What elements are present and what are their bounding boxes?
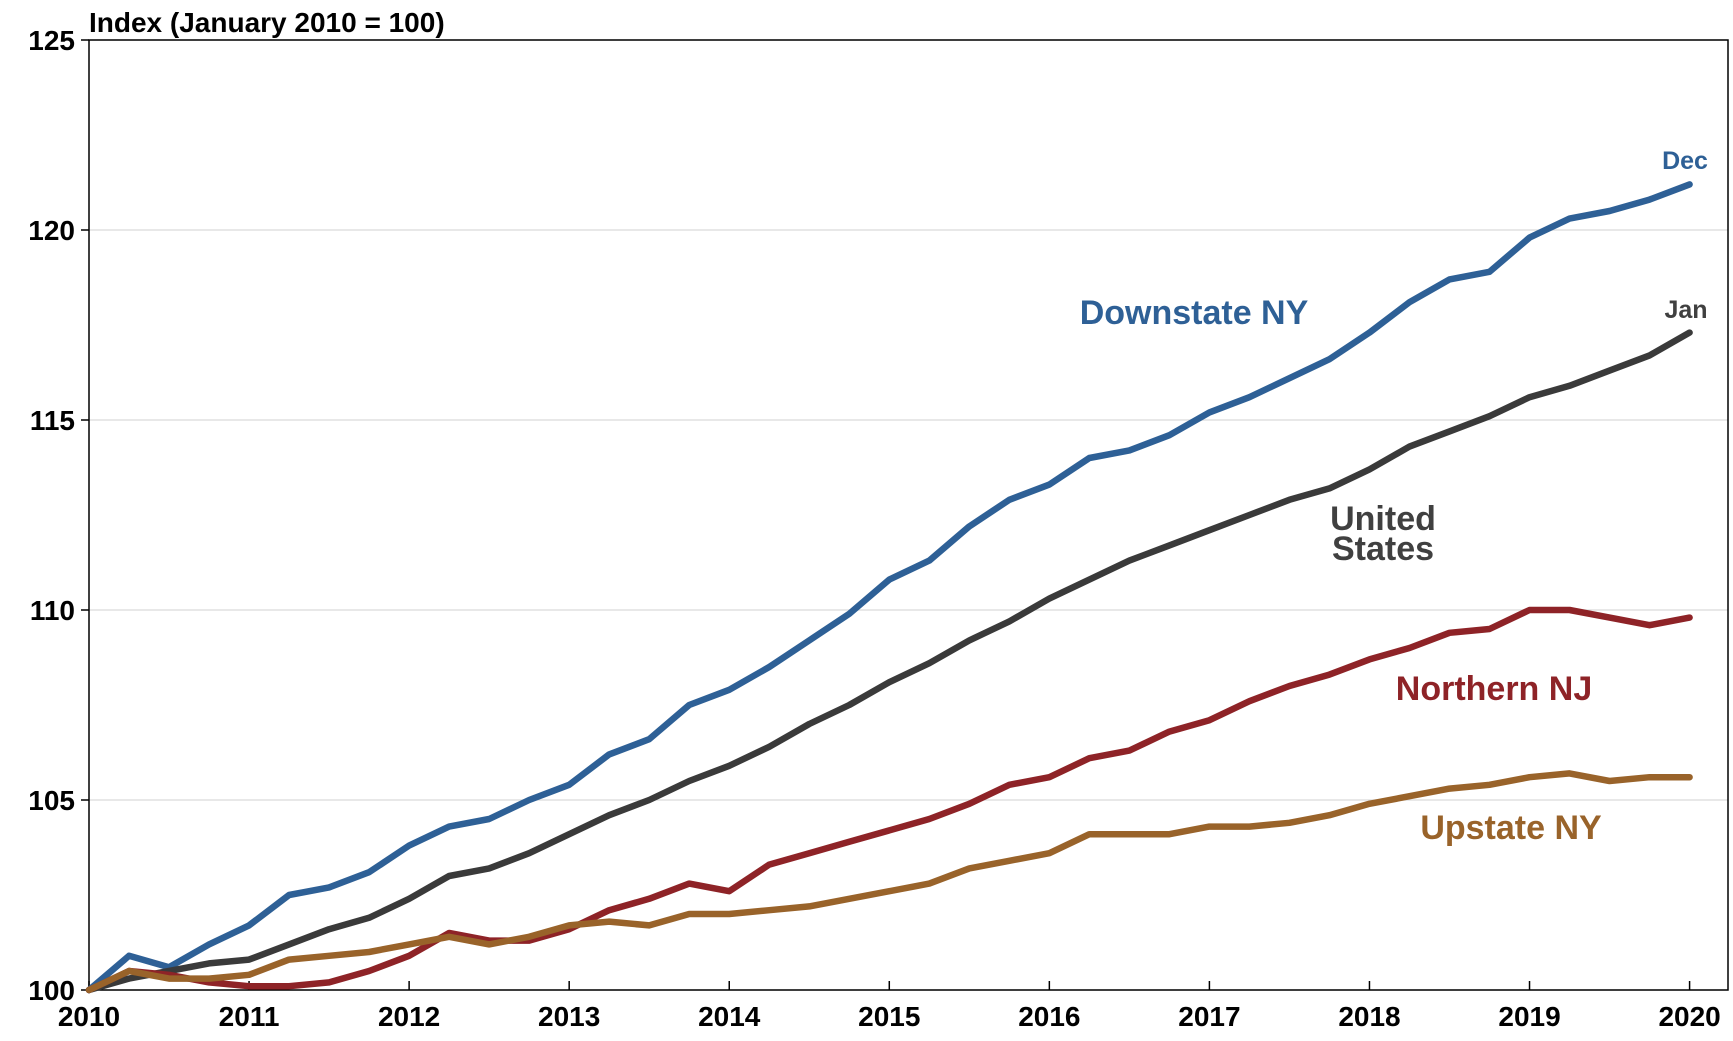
line-series bbox=[85, 181, 1693, 994]
y-tick-label: 100 bbox=[28, 975, 75, 1006]
annotation: Dec bbox=[1662, 147, 1708, 175]
series-label: Downstate NY bbox=[1080, 294, 1309, 332]
x-tick-label: 2015 bbox=[858, 1001, 920, 1032]
plot-frame bbox=[88, 39, 1729, 991]
x-tick-label: 2013 bbox=[538, 1001, 600, 1032]
y-tick-label: 115 bbox=[30, 405, 75, 436]
x-tick-label: 2014 bbox=[698, 1001, 761, 1032]
x-tick-label: 2019 bbox=[1498, 1001, 1560, 1032]
x-tick-label: 2010 bbox=[58, 1001, 120, 1032]
x-tick-label: 2011 bbox=[219, 1001, 280, 1032]
y-tick-label: 105 bbox=[28, 785, 75, 816]
line-series bbox=[85, 770, 1693, 994]
y-tick-label: 120 bbox=[28, 215, 75, 246]
x-tick-label: 2017 bbox=[1178, 1001, 1240, 1032]
annotation: Jan bbox=[1664, 296, 1707, 324]
chart-title: Index (January 2010 = 100) bbox=[89, 7, 445, 38]
annotation: States bbox=[1332, 530, 1434, 568]
line-series bbox=[85, 606, 1693, 994]
x-tick-label: 2020 bbox=[1658, 1001, 1720, 1032]
x-tick-label: 2012 bbox=[378, 1001, 440, 1032]
series-label: Upstate NY bbox=[1420, 809, 1602, 847]
y-tick-label: 125 bbox=[28, 25, 75, 56]
y-tick-label: 110 bbox=[30, 595, 75, 626]
x-tick-label: 2018 bbox=[1338, 1001, 1400, 1032]
annotation: United bbox=[1330, 500, 1436, 538]
x-tick-label: 2016 bbox=[1018, 1001, 1080, 1032]
series-label: Northern NJ bbox=[1396, 670, 1592, 708]
line-series bbox=[85, 329, 1693, 994]
